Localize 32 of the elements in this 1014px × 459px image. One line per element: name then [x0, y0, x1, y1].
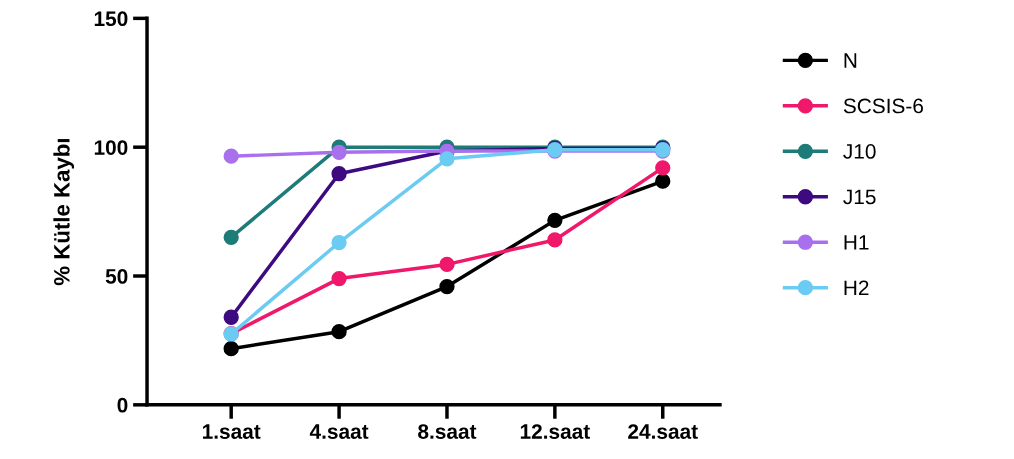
legend-label: J10 — [843, 144, 876, 159]
legend-label: H2 — [844, 280, 869, 295]
x-tick-label: 8.saat — [418, 424, 477, 439]
y-tick-label: 50 — [105, 269, 128, 284]
point — [223, 341, 239, 357]
point — [223, 229, 239, 246]
x-tick-label: 24.saat — [628, 424, 698, 439]
point — [331, 324, 347, 340]
legend-label: N — [844, 53, 857, 68]
point — [223, 148, 239, 164]
point — [655, 160, 671, 176]
point — [439, 256, 455, 273]
x-tick-label: 12.saat — [520, 424, 590, 439]
point — [331, 234, 347, 251]
y-axis-title: % Kütle Kaybı — [53, 139, 75, 286]
point — [439, 151, 455, 167]
point — [331, 144, 347, 160]
x-tick-label: 4.saat — [309, 424, 369, 439]
y-tick-label: 150 — [94, 11, 128, 27]
point — [439, 278, 455, 295]
legend-label: SCSIS-6 — [843, 98, 923, 114]
point — [547, 232, 563, 248]
point — [331, 166, 347, 182]
y-tick-label: 0 — [117, 397, 128, 413]
point — [655, 173, 671, 189]
point — [223, 309, 239, 325]
x-tick-label: 1.saat — [202, 424, 261, 439]
legend-label: J15 — [843, 189, 876, 205]
point — [547, 212, 563, 228]
legend-label: H1 — [844, 235, 869, 250]
point — [331, 270, 347, 287]
y-tick-label: 100 — [94, 140, 128, 155]
